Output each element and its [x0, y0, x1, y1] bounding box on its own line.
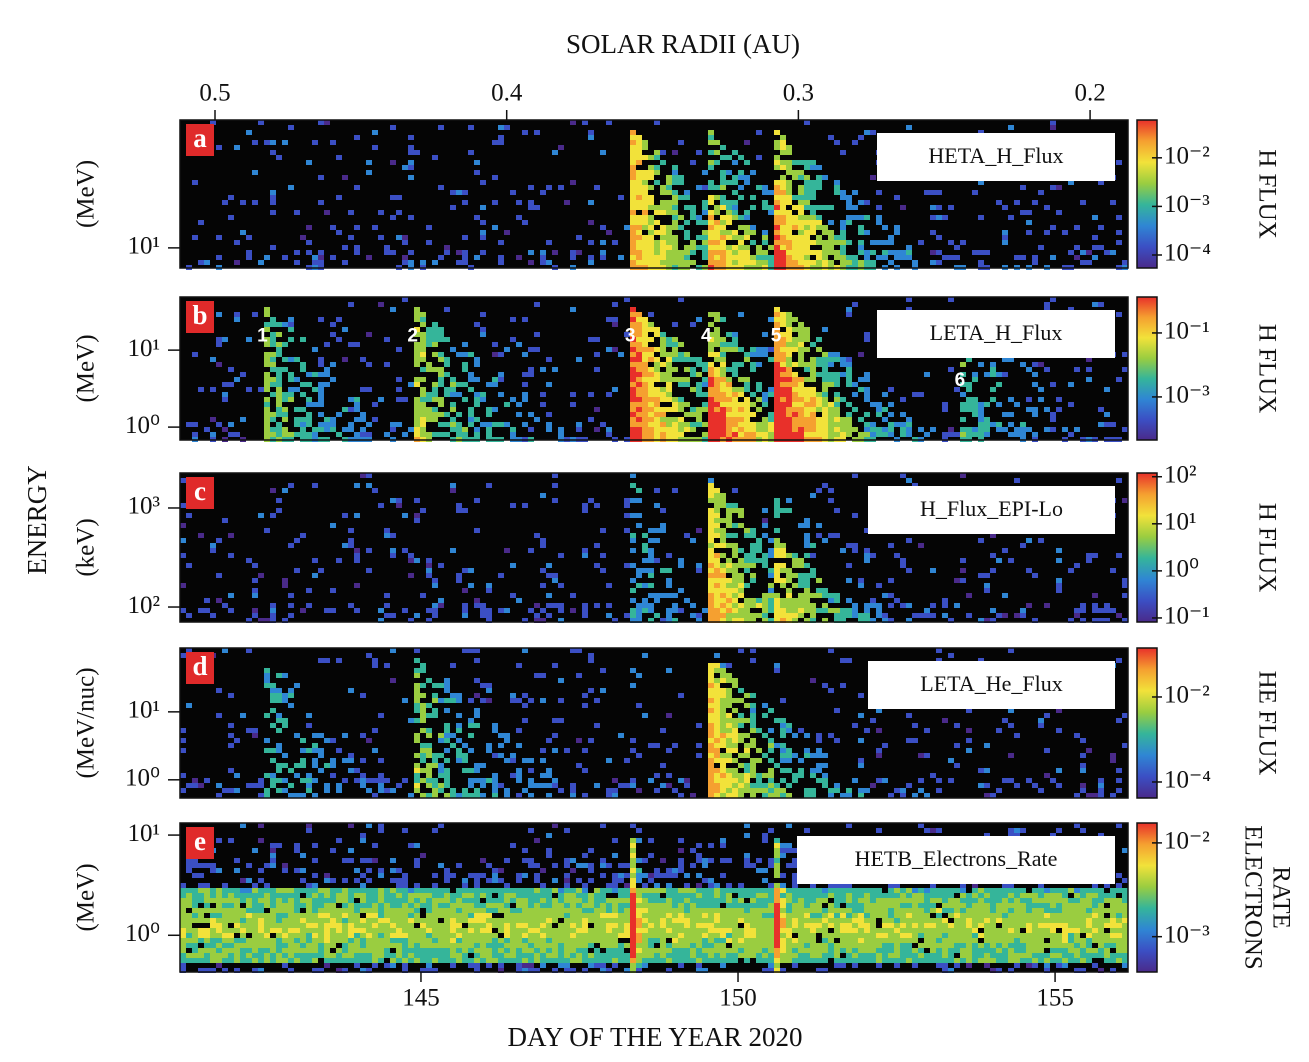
dataset-box	[877, 133, 1115, 181]
y-unit-label: (MeV)	[73, 334, 100, 402]
y-tick-label: 10⁰	[125, 920, 160, 947]
colorbar-tick-label: 10⁻³	[1164, 382, 1210, 409]
colorbar	[1136, 822, 1158, 973]
y-unit-label: (keV)	[73, 518, 100, 576]
panel-frame	[179, 119, 1129, 269]
colorbar-tick-label: 10⁻¹	[1164, 318, 1210, 345]
colorbar	[1136, 647, 1158, 799]
spectrogram	[180, 648, 1128, 798]
panel-letter-box	[186, 124, 214, 156]
y-tick-label: 10¹	[128, 233, 161, 260]
panel-letter: e	[194, 826, 206, 856]
panel-letter: b	[192, 300, 207, 330]
colorbar-tick-label: 10⁻³	[1164, 921, 1210, 948]
y-tick-label: 10²	[128, 592, 161, 619]
colorbar	[1136, 296, 1158, 441]
panel-frame	[179, 472, 1129, 623]
y-axis-label: ENERGY	[22, 465, 52, 575]
colorbar-label: H FLUX	[1253, 324, 1280, 414]
panel-letter: c	[194, 476, 206, 506]
colorbar-tick-label: 10⁻³	[1164, 191, 1210, 218]
y-tick-label: 10⁰	[125, 765, 160, 792]
y-unit-label: (MeV/nuc)	[73, 667, 100, 778]
dataset-box	[877, 310, 1115, 358]
x-tick-label: 145	[402, 985, 440, 1012]
panel-letter-box	[186, 477, 214, 509]
y-unit-label: (MeV)	[73, 863, 100, 931]
colorbar-tick-label: 10¹	[1164, 509, 1197, 536]
top-tick-label: 0.3	[783, 80, 814, 107]
colorbar-tick-label: 10⁻⁴	[1164, 767, 1211, 794]
event-label: 4	[701, 326, 712, 347]
colorbar	[1136, 119, 1158, 269]
event-label: 6	[955, 370, 966, 391]
dataset-name: H_Flux_EPI-Lo	[920, 496, 1063, 521]
x-tick-label: 150	[719, 985, 757, 1012]
panel-letter-box	[186, 827, 214, 859]
dataset-box	[797, 836, 1115, 884]
y-unit-label: (MeV)	[73, 160, 100, 228]
event-label: 3	[625, 326, 636, 347]
dataset-name: HETA_H_Flux	[928, 143, 1063, 168]
top-tick-label: 0.2	[1074, 80, 1105, 107]
dataset-name: HETB_Electrons_Rate	[855, 846, 1058, 871]
panel-frame	[179, 822, 1129, 973]
colorbar-label: ELECTRONS	[1239, 825, 1266, 969]
colorbar-label: RATE	[1267, 866, 1294, 929]
y-tick-label: 10⁰	[125, 412, 160, 439]
event-label: 1	[257, 326, 268, 347]
top-tick-label: 0.4	[491, 80, 523, 107]
colorbar	[1136, 472, 1158, 623]
top-tick-label: 0.5	[199, 80, 230, 107]
panel-letter-box	[186, 301, 214, 333]
spectrogram	[186, 297, 1128, 442]
dataset-name: LETA_H_Flux	[930, 320, 1063, 345]
y-tick-label: 10¹	[128, 335, 161, 362]
event-label: 5	[771, 326, 782, 347]
colorbar-tick-label: 10⁻⁴	[1164, 240, 1211, 267]
colorbar-tick-label: 10⁰	[1164, 556, 1199, 583]
panel-letter: a	[193, 123, 207, 153]
colorbar-label: H FLUX	[1253, 503, 1280, 593]
spectrogram	[180, 823, 1128, 973]
colorbar-label: H FLUX	[1253, 149, 1280, 239]
panel-letter: d	[192, 651, 207, 681]
colorbar-tick-label: 10⁻¹	[1164, 603, 1210, 630]
dataset-box	[868, 486, 1115, 534]
dataset-name: LETA_He_Flux	[920, 671, 1062, 696]
colorbar-tick-label: 10²	[1164, 461, 1197, 488]
y-tick-label: 10³	[128, 493, 161, 520]
x-tick-label: 155	[1036, 985, 1074, 1012]
event-label: 2	[407, 326, 418, 347]
spectrogram	[186, 120, 1128, 270]
panel-frame	[179, 647, 1129, 799]
dataset-box	[868, 661, 1115, 709]
x-axis-label: DAY OF THE YEAR 2020	[507, 1022, 802, 1052]
panel-letter-box	[186, 652, 214, 684]
colorbar-tick-label: 10⁻²	[1164, 828, 1210, 855]
spectrogram	[180, 473, 1128, 623]
colorbar-tick-label: 10⁻²	[1164, 143, 1210, 170]
colorbar-tick-label: 10⁻²	[1164, 682, 1210, 709]
colorbar-label: HE FLUX	[1253, 671, 1280, 776]
y-tick-label: 10¹	[128, 697, 161, 724]
top-axis-label: SOLAR RADII (AU)	[566, 29, 800, 59]
panel-frame	[179, 296, 1129, 441]
y-tick-label: 10¹	[128, 820, 161, 847]
